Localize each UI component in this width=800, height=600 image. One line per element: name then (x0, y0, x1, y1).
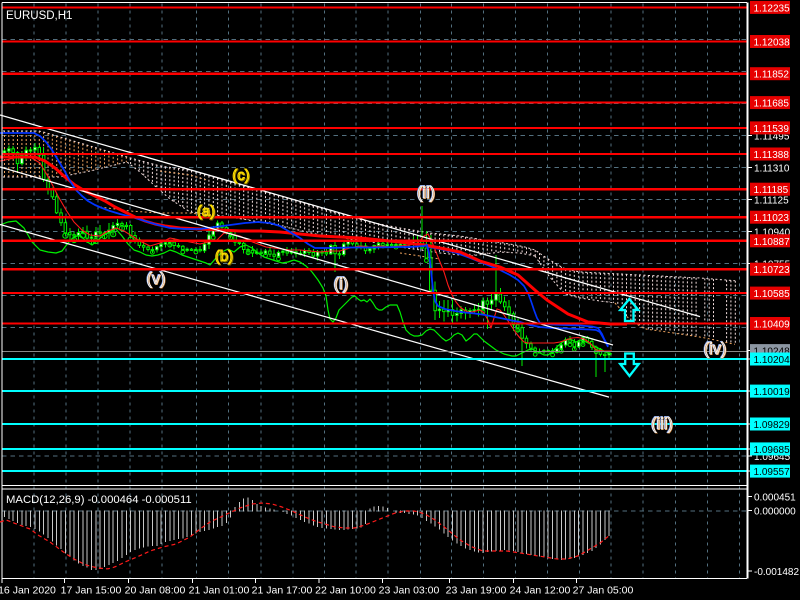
svg-text:(iv): (iv) (704, 340, 727, 358)
svg-text:(a): (a) (197, 203, 215, 220)
svg-text:1.10409: 1.10409 (754, 320, 791, 331)
svg-text:1.11852: 1.11852 (754, 70, 790, 81)
svg-text:(iii): (iii) (651, 415, 673, 433)
svg-text:1.11310: 1.11310 (754, 164, 790, 175)
svg-text:(iv): (iv) (704, 341, 727, 359)
svg-text:1.11388: 1.11388 (754, 150, 790, 161)
svg-text:1.11125: 1.11125 (754, 196, 789, 207)
svg-text:1.09645: 1.09645 (754, 452, 791, 463)
svg-text:1.10585: 1.10585 (754, 289, 791, 300)
svg-text:1.10940: 1.10940 (754, 228, 791, 239)
svg-text:1.11539: 1.11539 (754, 124, 790, 135)
svg-text:(ii): (ii) (416, 184, 434, 202)
svg-text:(i): (i) (334, 275, 349, 293)
svg-text:(c): (c) (232, 167, 250, 184)
svg-text:24 Jan 12:00: 24 Jan 12:00 (510, 585, 571, 597)
svg-text:1.12235: 1.12235 (754, 3, 791, 14)
svg-text:16 Jan 2020: 16 Jan 2020 (0, 585, 56, 597)
svg-text:1.10019: 1.10019 (754, 387, 791, 398)
svg-text:(v): (v) (147, 271, 166, 289)
svg-text:21 Jan 17:00: 21 Jan 17:00 (252, 585, 313, 597)
svg-text:(iii): (iii) (651, 415, 673, 433)
svg-text:EURUSD,H1: EURUSD,H1 (6, 10, 72, 22)
svg-text:1.10248: 1.10248 (754, 347, 791, 358)
svg-text:-0.001482: -0.001482 (754, 567, 799, 578)
svg-text:1.09829: 1.09829 (754, 420, 791, 431)
svg-text:(c): (c) (233, 168, 251, 185)
svg-text:22 Jan 10:00: 22 Jan 10:00 (315, 585, 376, 597)
svg-text:(a): (a) (198, 204, 216, 221)
svg-text:1.09557: 1.09557 (754, 467, 791, 478)
svg-text:1.11685: 1.11685 (754, 99, 790, 110)
svg-text:21 Jan 01:00: 21 Jan 01:00 (189, 585, 250, 597)
svg-text:(i): (i) (333, 275, 348, 293)
svg-text:1.11185: 1.11185 (754, 185, 789, 196)
svg-text:1.11495: 1.11495 (754, 132, 790, 143)
svg-text:1.12038: 1.12038 (754, 38, 791, 49)
svg-text:1.09685: 1.09685 (754, 445, 791, 456)
svg-text:(v): (v) (146, 270, 165, 288)
svg-text:(b): (b) (215, 248, 233, 265)
svg-text:20 Jan 08:00: 20 Jan 08:00 (125, 585, 186, 597)
svg-text:1.10723: 1.10723 (754, 265, 791, 276)
svg-text:(i): (i) (334, 276, 349, 294)
svg-text:(iii): (iii) (652, 416, 674, 434)
svg-text:(b): (b) (216, 249, 234, 266)
svg-text:1.10887: 1.10887 (754, 237, 791, 248)
svg-text:27 Jan 05:00: 27 Jan 05:00 (573, 585, 634, 597)
svg-text:1.11023: 1.11023 (754, 213, 790, 224)
svg-text:0.000000: 0.000000 (754, 507, 796, 518)
svg-text:(v): (v) (146, 270, 165, 288)
svg-text:23 Jan 03:00: 23 Jan 03:00 (379, 585, 440, 597)
svg-text:0.000451: 0.000451 (754, 493, 796, 504)
svg-text:MACD(12,26,9) -0.000464 -0.000: MACD(12,26,9) -0.000464 -0.000511 (6, 494, 192, 506)
svg-text:1.10204: 1.10204 (754, 355, 791, 366)
svg-text:(iv): (iv) (703, 340, 726, 358)
svg-text:17 Jan 15:00: 17 Jan 15:00 (61, 585, 122, 597)
svg-text:23 Jan 19:00: 23 Jan 19:00 (446, 585, 507, 597)
svg-text:(ii): (ii) (417, 184, 435, 202)
svg-text:(ii): (ii) (417, 185, 435, 203)
